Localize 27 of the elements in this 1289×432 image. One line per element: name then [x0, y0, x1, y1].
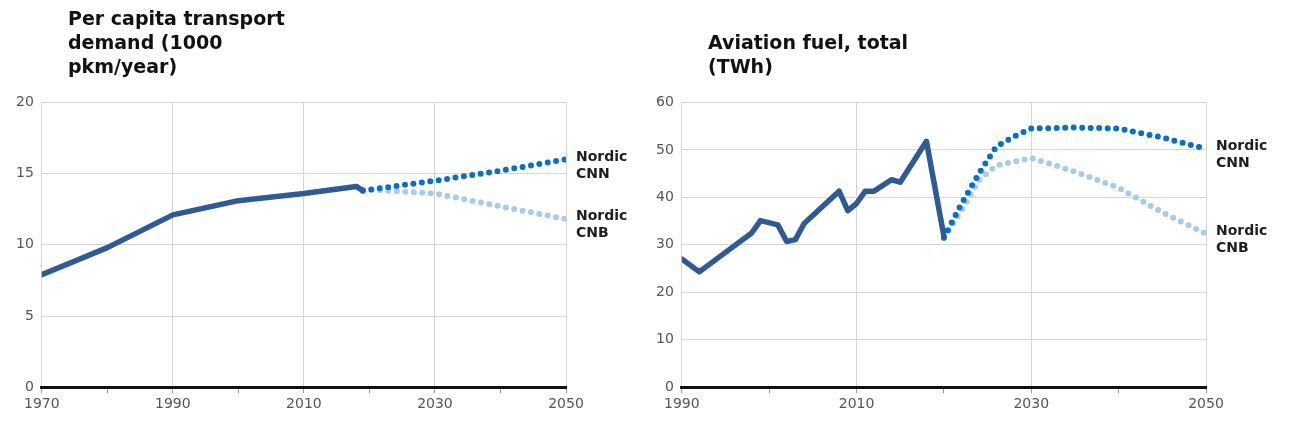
x-tick-label: 1990	[155, 395, 191, 412]
x-tick-label: 2030	[1013, 395, 1050, 412]
y-tick-label: 15	[15, 164, 34, 181]
y-tick-label: 0	[24, 377, 34, 394]
y-tick-label: 40	[655, 187, 674, 204]
x-tick-label: 2010	[838, 395, 875, 412]
x-tick-label: 1990	[663, 395, 700, 412]
y-tick-label: 20	[15, 93, 34, 110]
y-tick-label: 50	[655, 140, 674, 157]
y-tick-label: 20	[655, 282, 674, 299]
y-tick-label: 30	[655, 235, 674, 252]
series-label: Nordic CNN	[576, 147, 628, 181]
y-tick-label: 5	[24, 306, 34, 323]
chart-title: Per capita transport demand (1000 pkm/year)	[68, 6, 286, 79]
y-tick-label: 10	[15, 235, 34, 252]
x-tick-label: 2030	[417, 395, 453, 412]
x-tick-label: 1970	[23, 395, 60, 412]
x-tick-label: 2050	[548, 395, 584, 412]
y-tick-label: 0	[664, 377, 674, 394]
series-label: Nordic CNB	[1216, 222, 1268, 256]
x-tick-label: 2050	[1188, 395, 1224, 412]
x-tick-label: 2010	[286, 395, 322, 412]
chart-title: Aviation fuel, total (TWh)	[708, 30, 910, 79]
series-label: Nordic CNB	[576, 207, 628, 241]
y-tick-label: 10	[655, 330, 674, 347]
series-label: Nordic CNN	[1216, 137, 1268, 171]
y-tick-label: 60	[655, 93, 674, 110]
